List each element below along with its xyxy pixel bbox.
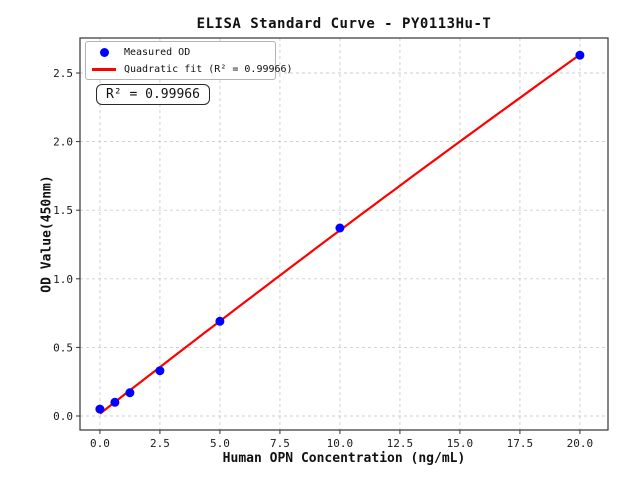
data-point — [215, 316, 225, 326]
x-tick-label: 15.0 — [447, 437, 474, 450]
legend-label-measured-od: Measured OD — [124, 47, 191, 58]
x-tick-label: 2.5 — [150, 437, 170, 450]
axis-ticks — [76, 72, 581, 434]
y-tick-label: 0.5 — [53, 341, 73, 354]
x-tick-label: 20.0 — [567, 437, 594, 450]
series — [95, 50, 585, 415]
data-point — [110, 397, 120, 407]
data-point — [125, 388, 135, 398]
legend: Measured OD Quadratic fit (R² = 0.99966) — [85, 41, 293, 80]
data-point — [575, 50, 585, 60]
r-squared-annotation: R² = 0.99966 — [96, 84, 210, 105]
x-tick-label: 7.5 — [270, 437, 290, 450]
measured-od-dot-icon — [99, 48, 109, 57]
x-tick-label: 5.0 — [210, 437, 230, 450]
y-tick-label: 0.0 — [53, 410, 73, 423]
grid-lines — [80, 38, 608, 430]
legend-entry-quadratic-fit: Quadratic fit (R² = 0.99966) — [86, 61, 293, 78]
data-point — [335, 223, 345, 233]
chart-title: ELISA Standard Curve - PY0113Hu-T — [196, 16, 492, 32]
tick-labels: 0.0 2.5 5.0 7.5 10.0 12.5 15.0 17.5 20.0 0.0 0.5 1.… — [53, 67, 593, 450]
plot-frame — [79, 37, 609, 431]
legend-marker-cell — [91, 68, 117, 71]
data-point — [95, 404, 105, 414]
data-point — [155, 366, 165, 376]
x-tick-label: 10.0 — [327, 437, 354, 450]
quadratic-fit-line — [99, 53, 581, 415]
legend-entry-measured-od: Measured OD — [86, 44, 275, 61]
y-axis-label: OD Value(450nm) — [39, 175, 55, 293]
y-tick-label: 1.5 — [53, 204, 73, 217]
legend-label-quadratic-fit: Quadratic fit (R² = 0.99966) — [124, 64, 293, 75]
y-tick-label: 2.5 — [53, 67, 73, 80]
y-tick-label: 2.0 — [53, 136, 73, 149]
x-axis-label: Human OPN Concentration (ng/mL) — [222, 451, 466, 466]
x-tick-label: 12.5 — [387, 437, 414, 450]
y-tick-label: 1.0 — [53, 273, 73, 286]
x-tick-label: 0.0 — [90, 437, 110, 450]
x-tick-label: 17.5 — [507, 437, 534, 450]
quadratic-fit-line-icon — [92, 68, 116, 71]
legend-marker-cell — [91, 48, 117, 57]
